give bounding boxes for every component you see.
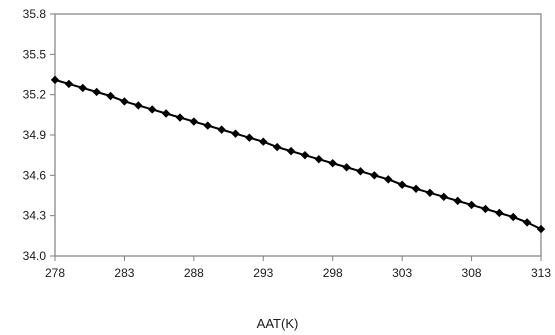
data-point [120, 97, 129, 106]
data-point [78, 83, 87, 93]
data-point [342, 163, 351, 172]
x-tick-label: 288 [184, 266, 204, 280]
data-point [92, 87, 101, 97]
data-point [439, 192, 448, 202]
y-tick-label: 34.3 [23, 209, 47, 223]
data-point [356, 167, 365, 176]
x-tick-label: 303 [392, 266, 412, 280]
plot-area [54, 13, 542, 257]
data-point [509, 212, 518, 222]
data-point [370, 171, 379, 180]
data-point [425, 188, 435, 198]
y-tick-label: 35.5 [23, 47, 47, 61]
x-tick-label: 313 [531, 266, 551, 280]
data-point [134, 101, 143, 110]
data-point [522, 218, 532, 227]
data-point [384, 175, 393, 184]
data-point [189, 117, 199, 126]
data-point [175, 113, 185, 122]
data-point [495, 208, 504, 218]
data-point [328, 159, 337, 168]
y-tick-label: 35.8 [23, 7, 47, 21]
data-point [453, 196, 462, 206]
data-point [536, 224, 546, 234]
data-point [259, 137, 268, 146]
x-tick-label: 278 [45, 266, 65, 280]
y-tick-label: 35.2 [23, 88, 47, 102]
y-tick-label: 34.0 [23, 249, 47, 263]
x-tick-label: 293 [253, 266, 273, 280]
x-tick-label: 308 [462, 266, 482, 280]
data-point [411, 184, 421, 193]
x-tick-label: 283 [114, 266, 134, 280]
x-tick-label: 298 [323, 266, 343, 280]
data-point [300, 150, 310, 160]
data-point [481, 204, 490, 214]
data-point [245, 133, 254, 142]
y-tick-label: 34.6 [23, 168, 47, 182]
data-point [50, 75, 60, 85]
data-point [286, 146, 296, 156]
data-point [161, 109, 171, 118]
data-point [397, 180, 407, 189]
series-group [50, 75, 546, 234]
y-axis: 34.0 34.3 34.6 34.9 35.2 35.5 35.8 [23, 7, 55, 263]
x-axis: 278 283 288 293 298 303 308 313 [45, 256, 551, 280]
data-point [203, 121, 212, 130]
data-point [106, 91, 115, 101]
data-point [64, 79, 74, 89]
data-point [217, 125, 226, 134]
data-point [467, 200, 476, 210]
x-axis-title: AAT(K) [256, 316, 299, 331]
data-point [272, 142, 282, 152]
y-tick-label: 34.9 [23, 128, 47, 142]
data-point [231, 129, 240, 138]
data-point [148, 105, 157, 114]
data-point [314, 155, 324, 164]
